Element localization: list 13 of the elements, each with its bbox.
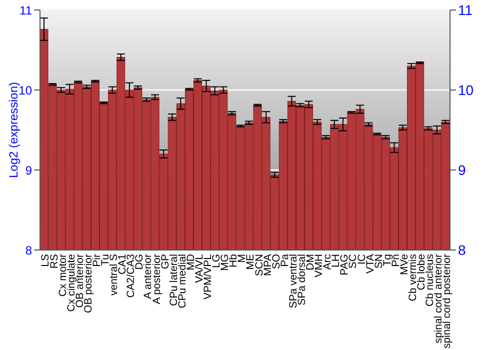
- y2-tick-label: 8: [458, 242, 466, 258]
- y2-tick-label: 11: [458, 2, 473, 18]
- x-tick-label: A posterior: [150, 254, 163, 304]
- x-tick-label: RS: [48, 254, 60, 269]
- y-tick-label: 9: [25, 163, 32, 178]
- y2-tick-label: 10: [458, 82, 474, 98]
- y-axis-title: Log2 (expression): [6, 82, 20, 178]
- x-tick-label: OB posterior: [82, 254, 94, 313]
- y-tick-label: 10: [18, 83, 32, 98]
- y2-tick-label: 9: [458, 162, 466, 178]
- y-tick-label: 8: [25, 243, 32, 258]
- x-tick-label: Tg: [381, 254, 394, 266]
- y-tick-label: 11: [20, 3, 32, 18]
